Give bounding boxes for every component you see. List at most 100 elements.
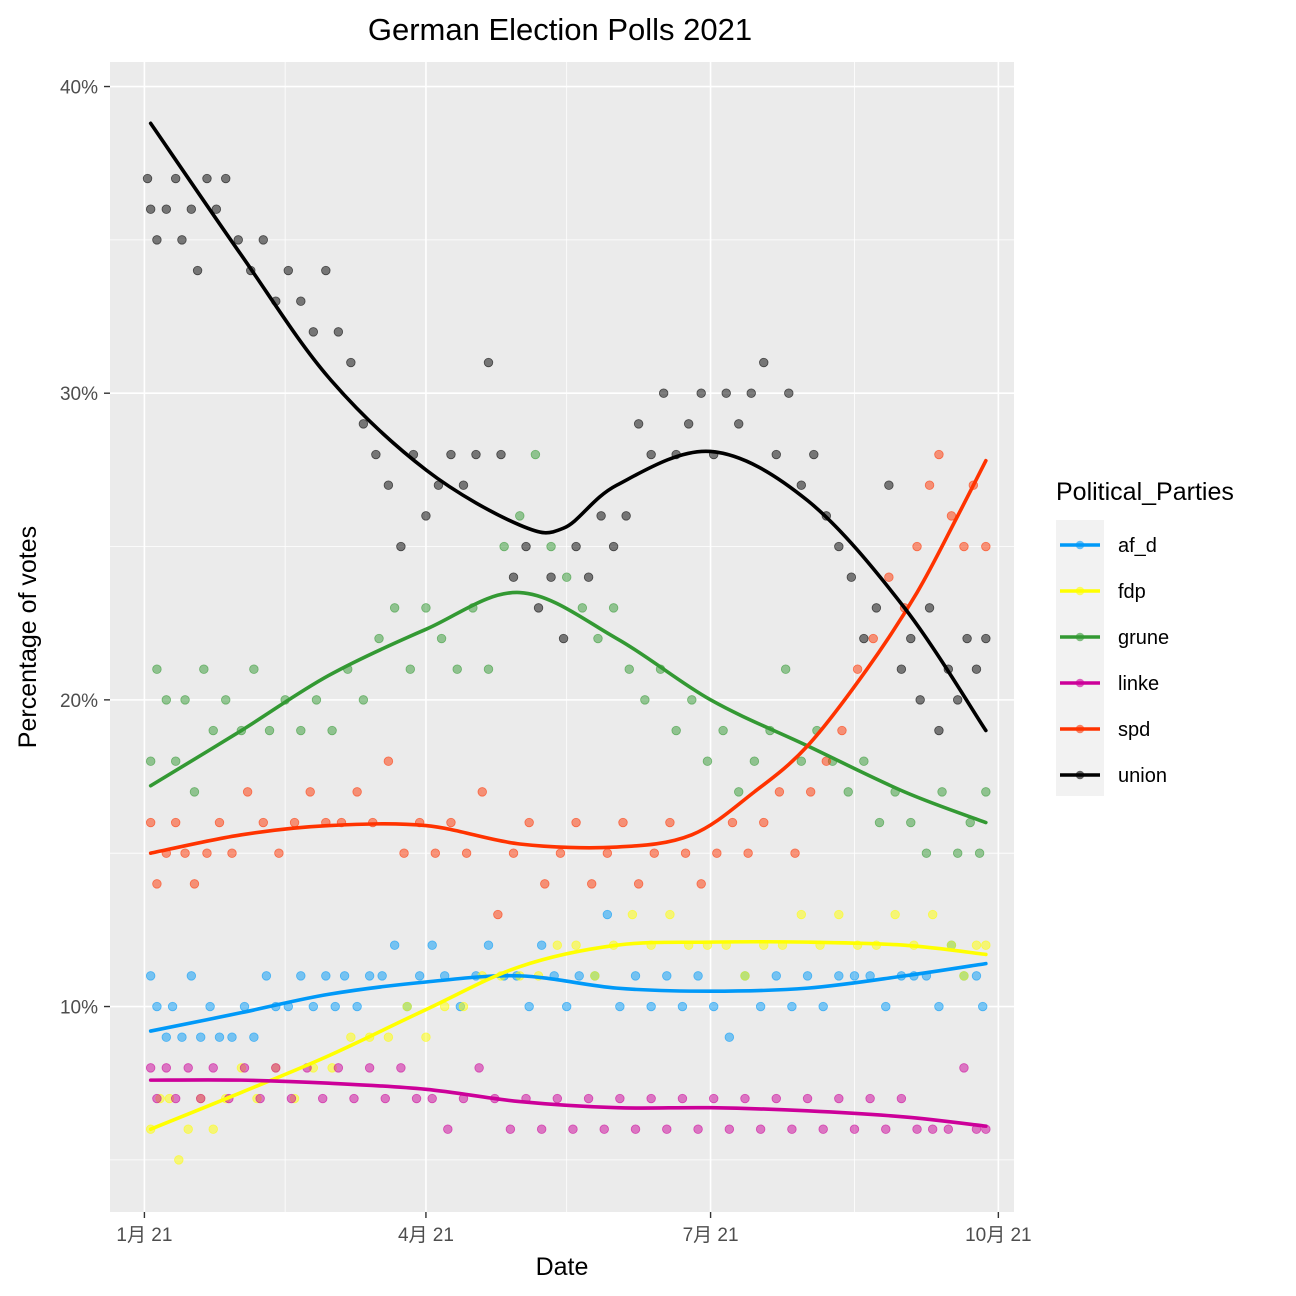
legend-label-union: union (1118, 765, 1167, 787)
data-point-af_d (186, 971, 197, 981)
data-point-union (558, 633, 569, 644)
data-point-spd (649, 848, 659, 858)
legend-label-grune: grune (1118, 627, 1169, 649)
data-point-union (142, 173, 153, 184)
data-point-linke (724, 1124, 735, 1134)
data-point-linke (170, 1093, 181, 1104)
legend-title: Political_Parties (1056, 478, 1234, 506)
data-point-grune (546, 541, 556, 552)
data-point-spd (399, 848, 409, 858)
data-point-spd (242, 787, 253, 797)
data-point-grune (499, 541, 509, 552)
data-point-spd (852, 664, 863, 674)
data-point-grune (221, 695, 231, 705)
data-point-grune (264, 725, 275, 736)
data-point-af_d (249, 1032, 259, 1042)
legend-label-af_d: af_d (1118, 535, 1157, 557)
data-point-af_d (167, 1001, 178, 1012)
data-point-union (296, 296, 306, 306)
data-point-fdp (796, 909, 806, 920)
data-point-af_d (227, 1032, 237, 1042)
data-point-union (508, 572, 519, 582)
data-point-spd (633, 879, 644, 889)
data-point-fdp (890, 909, 900, 920)
data-point-af_d (377, 971, 387, 981)
data-point-grune (952, 848, 963, 858)
data-point-linke (255, 1093, 265, 1104)
data-point-spd (912, 541, 922, 552)
data-point-union (683, 419, 694, 429)
data-point-af_d (161, 1032, 172, 1042)
data-point-fdp (571, 940, 581, 950)
y-tick-label: 30% (60, 384, 98, 405)
data-point-grune (974, 848, 985, 858)
data-point-spd (352, 787, 362, 797)
data-point-union (533, 603, 544, 613)
data-point-af_d (321, 971, 331, 981)
data-point-spd (477, 787, 487, 797)
data-point-spd (446, 817, 456, 828)
data-point-af_d (971, 971, 982, 981)
data-point-af_d (881, 1001, 891, 1012)
data-point-union (884, 480, 894, 490)
data-point-union (809, 449, 819, 460)
data-point-grune (593, 633, 603, 644)
data-point-union (646, 449, 656, 460)
data-point-fdp (346, 1032, 356, 1042)
data-point-union (746, 388, 756, 398)
data-point-af_d (339, 971, 350, 981)
data-point-spd (383, 756, 394, 766)
data-point-union (211, 204, 222, 214)
data-point-linke (196, 1093, 206, 1104)
data-point-linke (771, 1093, 781, 1104)
data-point-linke (865, 1093, 875, 1104)
data-point-union (170, 173, 181, 184)
data-point-spd (461, 848, 472, 858)
data-point-spd (152, 879, 162, 889)
legend-item-linke: linke (1060, 673, 1159, 695)
data-point-union (446, 449, 456, 460)
data-point-linke (881, 1124, 891, 1134)
data-point-grune (152, 664, 162, 674)
legend-point-af_d (1075, 540, 1085, 550)
data-point-spd (884, 572, 894, 582)
data-point-linke (333, 1063, 344, 1073)
data-point-union (221, 173, 231, 184)
data-point-linke (349, 1093, 359, 1104)
data-point-af_d (389, 940, 400, 950)
trend-lines (148, 121, 988, 1131)
trend-line-fdp (148, 939, 988, 1131)
data-point-grune (671, 725, 681, 736)
x-tick-label: 7月 21 (683, 1225, 739, 1246)
data-point-af_d (330, 1001, 340, 1012)
data-point-grune (170, 756, 181, 766)
data-point-linke (183, 1063, 193, 1073)
data-point-af_d (177, 1032, 187, 1042)
data-point-spd (571, 817, 581, 828)
data-point-union (358, 419, 369, 429)
tick-labels: 10% 20% 30% 40% 1月 21 4月 21 7月 21 10月 21 (60, 78, 1032, 1246)
data-point-linke (505, 1124, 516, 1134)
data-point-grune (687, 695, 697, 705)
data-point-spd (274, 848, 284, 858)
data-point-union (346, 357, 356, 368)
data-point-af_d (787, 1001, 797, 1012)
data-point-union (971, 664, 982, 674)
data-point-grune (296, 725, 306, 736)
scatter-points (142, 173, 991, 1165)
data-point-union (924, 603, 935, 613)
data-point-spd (202, 848, 212, 858)
data-point-grune (780, 664, 791, 674)
data-point-union (952, 695, 963, 705)
data-point-union (145, 204, 156, 214)
data-point-linke (943, 1124, 954, 1134)
data-point-linke (380, 1093, 390, 1104)
data-point-spd (618, 817, 628, 828)
data-point-linke (677, 1093, 688, 1104)
legend-point-spd (1075, 724, 1085, 734)
data-point-spd (981, 541, 991, 552)
data-point-fdp (208, 1124, 218, 1134)
data-point-linke (802, 1093, 813, 1104)
data-point-grune (374, 633, 384, 644)
data-point-af_d (414, 971, 425, 981)
